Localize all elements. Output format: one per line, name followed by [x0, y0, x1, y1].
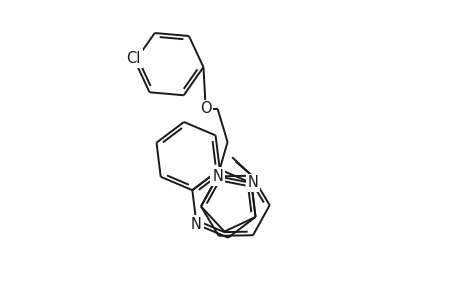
Text: Cl: Cl — [126, 51, 140, 66]
Text: N: N — [247, 176, 257, 190]
Text: O: O — [200, 101, 211, 116]
Text: N: N — [212, 169, 223, 184]
Text: N: N — [190, 217, 202, 232]
